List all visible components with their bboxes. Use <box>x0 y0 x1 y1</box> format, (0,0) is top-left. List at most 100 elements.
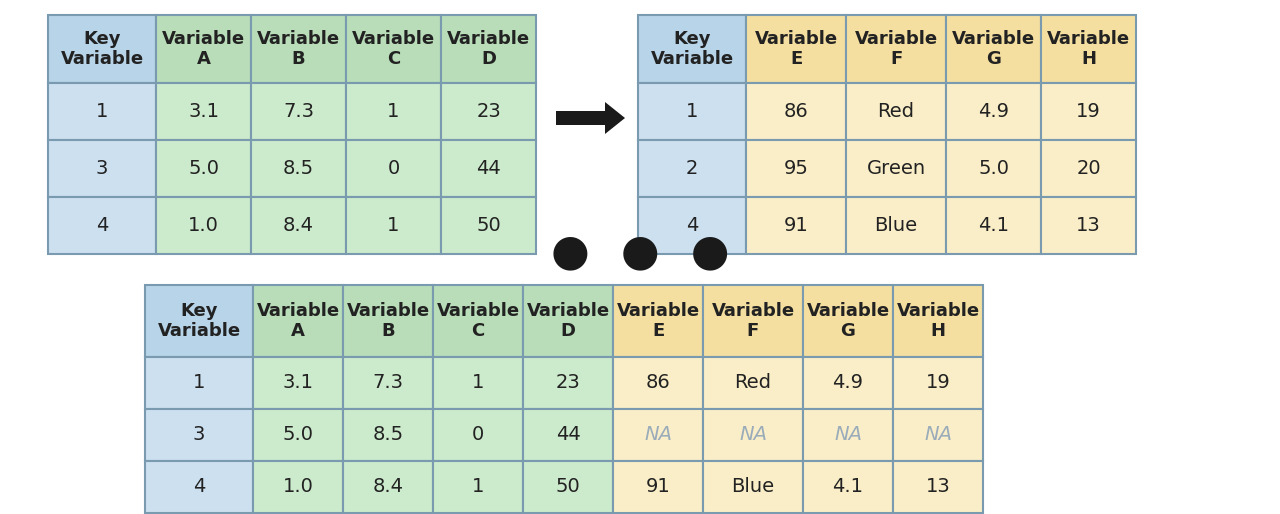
Text: 2: 2 <box>686 159 698 178</box>
Text: 91: 91 <box>645 478 671 497</box>
Bar <box>156 140 251 197</box>
Bar <box>524 357 613 409</box>
Text: Variable
E: Variable E <box>617 302 700 340</box>
Text: 3.1: 3.1 <box>283 374 314 393</box>
Text: 8.4: 8.4 <box>283 216 314 235</box>
Bar <box>846 140 946 197</box>
Bar <box>343 409 433 461</box>
Text: Variable
G: Variable G <box>952 30 1036 68</box>
Bar <box>703 357 803 409</box>
Bar <box>893 461 983 513</box>
Bar <box>746 197 846 254</box>
Bar <box>346 197 442 254</box>
Text: Red: Red <box>878 102 914 121</box>
Bar <box>433 285 524 357</box>
Bar <box>156 197 251 254</box>
Bar <box>803 409 893 461</box>
Bar <box>946 140 1041 197</box>
Bar <box>1041 83 1137 140</box>
Text: Variable
A: Variable A <box>256 302 339 340</box>
Text: 0: 0 <box>388 159 399 178</box>
Text: Blue: Blue <box>874 216 918 235</box>
Text: 44: 44 <box>476 159 500 178</box>
Bar <box>156 15 251 83</box>
Text: 3: 3 <box>193 426 205 445</box>
Bar <box>433 461 524 513</box>
Text: Key
Variable: Key Variable <box>60 30 143 68</box>
Bar <box>613 285 703 357</box>
Text: ●  ●  ●: ● ● ● <box>550 230 730 273</box>
Bar <box>703 461 803 513</box>
Bar <box>746 83 846 140</box>
Bar <box>613 409 703 461</box>
Text: 19: 19 <box>1076 102 1101 121</box>
Text: Variable
A: Variable A <box>163 30 244 68</box>
Bar <box>343 357 433 409</box>
Text: 3.1: 3.1 <box>188 102 219 121</box>
Text: 4.1: 4.1 <box>832 478 864 497</box>
Bar <box>893 285 983 357</box>
Text: 91: 91 <box>783 216 809 235</box>
Text: NA: NA <box>924 426 952 445</box>
Text: NA: NA <box>835 426 861 445</box>
Bar <box>343 461 433 513</box>
Bar <box>156 83 251 140</box>
Text: 1: 1 <box>388 216 399 235</box>
Bar <box>703 409 803 461</box>
Text: Variable
F: Variable F <box>855 30 937 68</box>
Bar <box>524 285 613 357</box>
Bar <box>703 285 803 357</box>
Text: NA: NA <box>739 426 767 445</box>
Bar <box>49 140 156 197</box>
Bar <box>946 15 1041 83</box>
Text: 19: 19 <box>925 374 950 393</box>
Bar <box>253 285 343 357</box>
Text: 4.9: 4.9 <box>978 102 1009 121</box>
Text: 23: 23 <box>556 374 580 393</box>
Bar <box>49 83 156 140</box>
Text: Red: Red <box>735 374 772 393</box>
Text: 1: 1 <box>193 374 205 393</box>
Bar <box>251 197 346 254</box>
Bar <box>251 140 346 197</box>
Bar <box>846 15 946 83</box>
Text: 4: 4 <box>96 216 109 235</box>
Text: 4: 4 <box>686 216 698 235</box>
Bar <box>1041 140 1137 197</box>
Bar <box>251 83 346 140</box>
Bar <box>846 197 946 254</box>
Text: 8.5: 8.5 <box>372 426 403 445</box>
Bar <box>1041 15 1137 83</box>
Text: 7.3: 7.3 <box>283 102 314 121</box>
Text: 1: 1 <box>96 102 109 121</box>
Bar <box>253 409 343 461</box>
Text: 20: 20 <box>1076 159 1101 178</box>
Text: 4.1: 4.1 <box>978 216 1009 235</box>
Text: 5.0: 5.0 <box>283 426 314 445</box>
Text: 1: 1 <box>686 102 698 121</box>
Bar <box>346 83 442 140</box>
Text: Variable
C: Variable C <box>436 302 520 340</box>
Text: Variable
H: Variable H <box>1047 30 1130 68</box>
Bar <box>803 285 893 357</box>
Text: 1: 1 <box>388 102 399 121</box>
Text: 86: 86 <box>645 374 671 393</box>
Text: 95: 95 <box>783 159 809 178</box>
Text: 5.0: 5.0 <box>978 159 1009 178</box>
Polygon shape <box>556 102 625 134</box>
Bar <box>1041 197 1137 254</box>
Bar <box>251 15 346 83</box>
Text: Variable
B: Variable B <box>257 30 340 68</box>
Bar <box>893 409 983 461</box>
Text: 23: 23 <box>476 102 500 121</box>
Text: 50: 50 <box>556 478 580 497</box>
Bar <box>637 140 746 197</box>
Bar <box>637 15 746 83</box>
Text: 50: 50 <box>476 216 500 235</box>
Text: 1.0: 1.0 <box>188 216 219 235</box>
Text: Variable
B: Variable B <box>347 302 430 340</box>
Bar <box>613 461 703 513</box>
Bar <box>637 197 746 254</box>
Text: Variable
D: Variable D <box>526 302 609 340</box>
Text: Variable
C: Variable C <box>352 30 435 68</box>
